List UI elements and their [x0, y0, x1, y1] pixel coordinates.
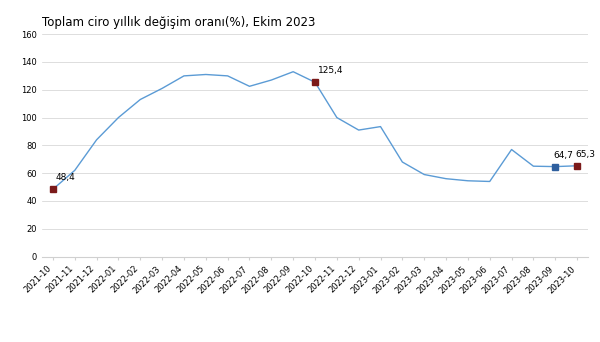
Text: 48,4: 48,4 [56, 173, 76, 182]
Text: Toplam ciro yıllık değişim oranı(%), Ekim 2023: Toplam ciro yıllık değişim oranı(%), Eki… [42, 16, 316, 29]
Text: 64,7: 64,7 [554, 151, 574, 160]
Text: 65,3: 65,3 [575, 150, 596, 159]
Text: 125,4: 125,4 [318, 66, 343, 75]
